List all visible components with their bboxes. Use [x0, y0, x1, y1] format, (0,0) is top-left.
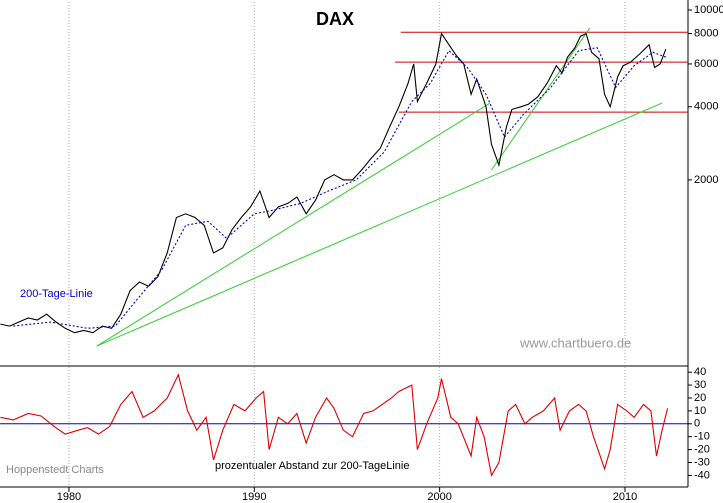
series-line [13, 47, 666, 329]
trendline [96, 102, 490, 347]
y-tick-label: -30 [694, 456, 710, 468]
panel-label: prozentualer Abstand zur 200-TageLinie [215, 460, 409, 472]
legend-label: 200-Tage-Linie [20, 288, 93, 300]
x-tick-label: 1990 [242, 491, 266, 503]
watermark: www.chartbuero.de [519, 335, 631, 350]
x-tick-label: 2010 [613, 491, 637, 503]
y-tick-label: 4000 [694, 101, 718, 113]
y-tick-label: 6000 [694, 58, 718, 70]
y-tick-label: -40 [694, 469, 710, 481]
trendline [491, 27, 591, 171]
source-note: Hoppenstedt Charts [6, 464, 104, 476]
y-tick-label: 10000 [694, 4, 723, 16]
y-tick-label: 0 [694, 418, 700, 430]
y-tick-label: -10 [694, 431, 710, 443]
trendline [96, 102, 663, 347]
chart-title: DAX [316, 9, 354, 29]
x-tick-label: 1980 [57, 491, 81, 503]
y-tick-label: 40 [694, 366, 706, 378]
y-tick-label: 20 [694, 392, 706, 404]
y-tick-label: 2000 [694, 174, 718, 186]
series-line [0, 373, 669, 477]
x-tick-label: 2000 [427, 491, 451, 503]
y-tick-label: 10 [694, 405, 706, 417]
y-tick-label: 8000 [694, 27, 718, 39]
y-tick-label: -20 [694, 443, 710, 455]
y-tick-label: 30 [694, 379, 706, 391]
series-line [0, 32, 667, 334]
